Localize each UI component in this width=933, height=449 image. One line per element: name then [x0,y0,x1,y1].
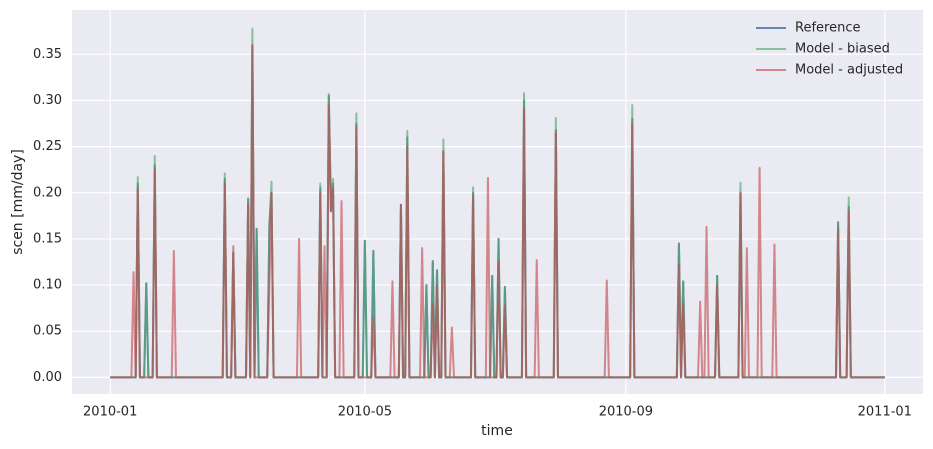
y-tick-label: 0.25 [33,139,62,154]
legend-label: Model - biased [795,42,890,57]
x-tick-label: 2010-09 [599,405,653,420]
x-tick-label: 2010-05 [338,405,392,420]
y-tick-label: 0.05 [33,324,62,339]
y-tick-label: 0.10 [33,278,62,293]
y-tick-label: 0.15 [33,231,62,246]
x-axis-label: time [481,423,513,439]
x-tick-label: 2011-01 [858,405,912,420]
legend-label: Model - adjusted [795,63,903,78]
y-axis-label: scen [mm/day] [10,149,26,255]
x-tick-label: 2010-01 [83,405,137,420]
legend-label: Reference [795,21,860,36]
y-tick-label: 0.30 [33,93,62,108]
data-line [110,44,885,379]
y-tick-label: 0.20 [33,185,62,200]
y-tick-label: 0.35 [33,47,62,62]
y-tick-label: 0.00 [33,370,62,385]
